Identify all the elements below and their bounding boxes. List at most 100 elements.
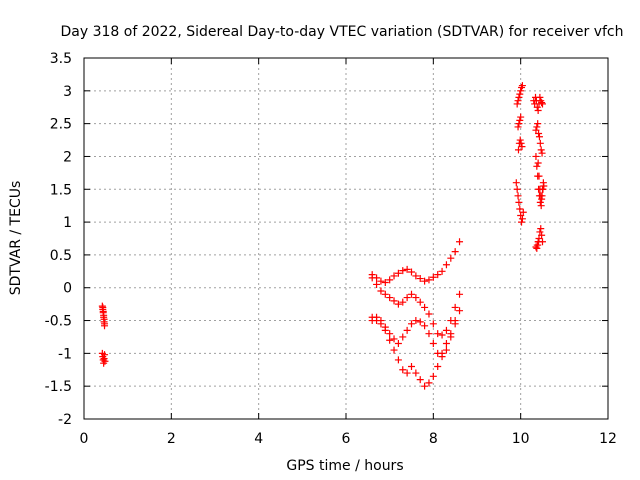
- data-point: [438, 267, 446, 275]
- data-point: [515, 120, 523, 128]
- data-point: [517, 139, 525, 147]
- data-point: [434, 271, 442, 279]
- data-point: [429, 320, 437, 328]
- data-point: [377, 287, 385, 295]
- data-point: [514, 192, 522, 200]
- data-point: [536, 93, 544, 101]
- data-point: [535, 238, 543, 246]
- data-point: [447, 330, 455, 338]
- data-point: [416, 298, 424, 306]
- data-point: [434, 330, 442, 338]
- data-point: [517, 113, 525, 121]
- data-point: [537, 202, 545, 210]
- data-point: [535, 129, 543, 137]
- data-point: [536, 198, 544, 206]
- data-point: [456, 307, 464, 315]
- data-point: [381, 278, 389, 286]
- data-point: [390, 297, 398, 305]
- data-point: [538, 231, 546, 239]
- data-point: [403, 369, 411, 377]
- data-point: [512, 179, 520, 187]
- data-point: [408, 290, 415, 298]
- y-tick-label: 0.5: [50, 248, 72, 264]
- data-point: [515, 198, 523, 206]
- data-point: [534, 107, 542, 115]
- data-point: [425, 276, 433, 284]
- data-point: [434, 362, 442, 370]
- data-point: [538, 192, 546, 200]
- y-tick-label: 1: [63, 215, 72, 231]
- data-point: [517, 87, 525, 95]
- data-point: [442, 346, 450, 354]
- data-point: [386, 336, 394, 344]
- data-point: [534, 159, 542, 167]
- data-point: [447, 254, 455, 262]
- data-point: [399, 298, 407, 306]
- y-axis-label: SDTVAR / TECUs: [8, 181, 24, 296]
- data-point: [533, 244, 541, 252]
- data-point: [381, 326, 389, 334]
- data-point: [537, 146, 545, 154]
- data-point: [534, 120, 542, 128]
- y-tick-label: -2: [58, 412, 72, 428]
- data-point: [373, 280, 381, 288]
- chart-title: Day 318 of 2022, Sidereal Day-to-day VTE…: [60, 24, 623, 40]
- data-point: [368, 313, 376, 321]
- data-point: [399, 366, 407, 374]
- y-tick-label: 2.5: [50, 117, 72, 133]
- data-point: [456, 290, 464, 298]
- data-point: [534, 241, 542, 249]
- data-point: [518, 215, 526, 223]
- data-point: [456, 238, 464, 246]
- data-point: [442, 340, 450, 348]
- data-point: [516, 90, 524, 98]
- data-point: [519, 208, 527, 216]
- x-tick-label: 10: [512, 431, 530, 447]
- x-axis-label: GPS time / hours: [286, 458, 403, 474]
- data-point: [101, 351, 109, 359]
- data-point: [377, 320, 385, 328]
- data-point: [408, 362, 415, 370]
- data-point: [381, 290, 389, 298]
- data-point: [377, 277, 385, 285]
- data-point: [539, 185, 547, 193]
- y-tick-label: -1.5: [45, 379, 72, 395]
- data-point: [518, 218, 526, 226]
- data-point: [421, 277, 429, 285]
- data-point: [394, 340, 402, 348]
- x-tick-label: 4: [254, 431, 263, 447]
- data-point: [451, 303, 459, 311]
- data-point: [514, 123, 522, 131]
- y-tick-label: -1: [58, 346, 72, 362]
- data-point: [442, 326, 450, 334]
- data-point: [438, 331, 446, 339]
- data-point: [408, 320, 415, 328]
- data-point: [412, 317, 420, 325]
- data-point: [390, 335, 398, 343]
- data-point: [532, 152, 540, 160]
- data-point: [386, 276, 394, 284]
- data-point: [412, 272, 420, 280]
- data-point: [538, 149, 546, 157]
- data-point: [403, 265, 411, 273]
- data-point: [538, 99, 546, 107]
- data-point: [451, 317, 459, 325]
- data-point: [390, 272, 398, 280]
- data-point: [516, 116, 524, 124]
- data-point: [429, 372, 437, 380]
- data-point: [394, 300, 402, 308]
- data-point: [416, 275, 424, 283]
- data-point: [425, 379, 433, 387]
- data-point: [425, 310, 433, 318]
- data-point: [516, 136, 524, 144]
- y-tick-label: 1.5: [50, 182, 72, 198]
- data-point: [429, 273, 437, 281]
- data-point: [368, 274, 376, 282]
- x-tick-label: 6: [342, 431, 351, 447]
- grid-layer: [84, 58, 608, 419]
- data-point: [539, 100, 546, 108]
- data-point: [537, 225, 545, 233]
- y-tick-label: 0: [63, 281, 72, 297]
- x-tick-label: 12: [599, 431, 617, 447]
